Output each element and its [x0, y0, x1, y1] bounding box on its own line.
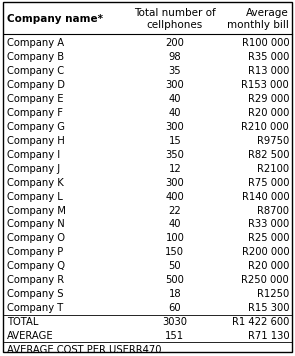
Text: R250 000: R250 000: [241, 275, 289, 286]
Text: 40: 40: [168, 94, 181, 104]
Text: Company K: Company K: [7, 178, 64, 188]
Text: Total number of
cellphones: Total number of cellphones: [134, 8, 216, 30]
Text: 60: 60: [168, 303, 181, 313]
Text: R20 000: R20 000: [248, 108, 289, 118]
Text: R25 000: R25 000: [248, 234, 289, 244]
Text: Company J: Company J: [7, 164, 60, 174]
Text: 50: 50: [168, 261, 181, 271]
Text: 100: 100: [165, 234, 184, 244]
Text: R100 000: R100 000: [242, 38, 289, 48]
Text: TOTAL: TOTAL: [7, 317, 38, 327]
Text: Company N: Company N: [7, 220, 65, 230]
Text: R9750: R9750: [257, 136, 289, 146]
Text: 22: 22: [168, 205, 181, 215]
Text: R33 000: R33 000: [248, 220, 289, 230]
Text: 350: 350: [165, 150, 184, 160]
Text: R82 500: R82 500: [248, 150, 289, 160]
Text: R8700: R8700: [257, 205, 289, 215]
Text: R1 422 600: R1 422 600: [232, 317, 289, 327]
Text: 15: 15: [168, 136, 181, 146]
Text: 300: 300: [165, 178, 184, 188]
Text: R1250: R1250: [257, 289, 289, 299]
Text: 35: 35: [168, 66, 181, 76]
Text: R13 000: R13 000: [248, 66, 289, 76]
Text: R153 000: R153 000: [241, 80, 289, 90]
Text: R20 000: R20 000: [248, 261, 289, 271]
Text: R200 000: R200 000: [242, 247, 289, 257]
Text: R71 130: R71 130: [248, 331, 289, 341]
Text: Company M: Company M: [7, 205, 66, 215]
Text: AVERAGE COST PER USERR470: AVERAGE COST PER USERR470: [7, 345, 161, 355]
Text: Company D: Company D: [7, 80, 65, 90]
Text: 400: 400: [165, 192, 184, 201]
Text: Company B: Company B: [7, 52, 64, 62]
Text: 300: 300: [165, 80, 184, 90]
Text: 12: 12: [168, 164, 181, 174]
Text: 151: 151: [165, 331, 184, 341]
Text: Company I: Company I: [7, 150, 60, 160]
Text: Company R: Company R: [7, 275, 64, 286]
Text: R140 000: R140 000: [242, 192, 289, 201]
Text: R15 300: R15 300: [248, 303, 289, 313]
Text: Company L: Company L: [7, 192, 63, 201]
Text: 300: 300: [165, 122, 184, 132]
Text: 3030: 3030: [162, 317, 187, 327]
Text: Company C: Company C: [7, 66, 64, 76]
Text: Company A: Company A: [7, 38, 64, 48]
Text: R210 000: R210 000: [241, 122, 289, 132]
Text: R29 000: R29 000: [248, 94, 289, 104]
Text: R35 000: R35 000: [248, 52, 289, 62]
Text: 18: 18: [168, 289, 181, 299]
Text: Company Q: Company Q: [7, 261, 65, 271]
Text: Company T: Company T: [7, 303, 63, 313]
Text: Company G: Company G: [7, 122, 65, 132]
Text: 98: 98: [168, 52, 181, 62]
Text: R75 000: R75 000: [248, 178, 289, 188]
Text: Company name*: Company name*: [7, 14, 103, 24]
Text: Company S: Company S: [7, 289, 63, 299]
Text: AVERAGE: AVERAGE: [7, 331, 53, 341]
Text: 40: 40: [168, 108, 181, 118]
Text: Average
monthly bill: Average monthly bill: [227, 8, 289, 30]
Text: R2100: R2100: [257, 164, 289, 174]
Text: Company H: Company H: [7, 136, 65, 146]
Text: Company F: Company F: [7, 108, 63, 118]
Text: 150: 150: [165, 247, 184, 257]
Text: 200: 200: [165, 38, 184, 48]
Text: Company P: Company P: [7, 247, 63, 257]
Text: 500: 500: [165, 275, 184, 286]
Text: Company E: Company E: [7, 94, 63, 104]
Text: 40: 40: [168, 220, 181, 230]
Text: Company O: Company O: [7, 234, 65, 244]
